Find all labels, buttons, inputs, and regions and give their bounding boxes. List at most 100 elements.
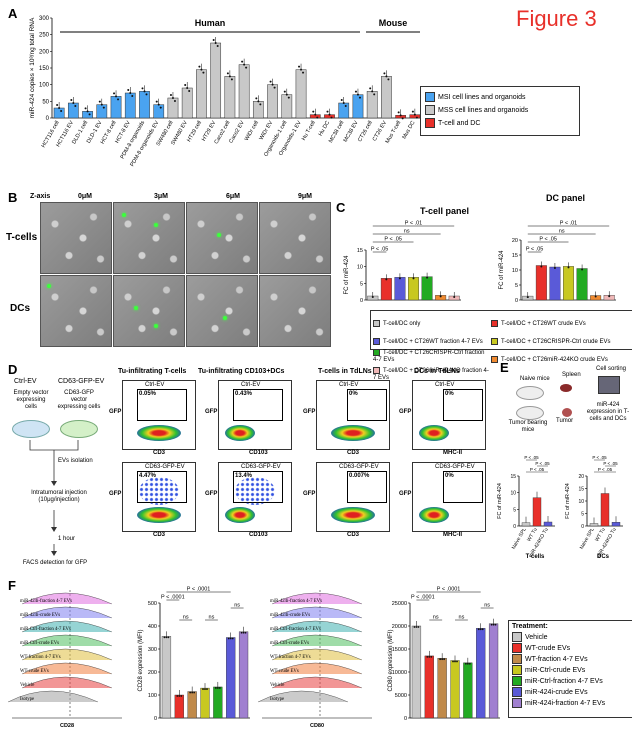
y-tick-label: 20 [512, 238, 518, 244]
facs-gfp-positive-scatter [235, 477, 275, 505]
e-spleen: Spleen [562, 372, 581, 378]
facs-percentage: 0.007% [349, 473, 370, 479]
sig-label: ns [484, 603, 490, 609]
sig-label: P < .05 [598, 467, 613, 472]
data-point [456, 660, 458, 663]
legend-f-label: WT-crude EVs [525, 644, 571, 652]
sig-label: P < .0001 [161, 595, 185, 601]
legend-f-label: miR-Ctrl-fraction 4-7 EVs [525, 677, 603, 685]
mouse-naive-icon [516, 386, 544, 400]
hist-label: WT-fraction 4-7 EVs [270, 655, 311, 660]
legend-c-swatch [373, 348, 380, 356]
facs-plot-r0-c2: Ctrl-EV 0% CD3 GFP [303, 380, 390, 456]
data-point [273, 86, 276, 89]
facs-x-axis-label: CD3 [153, 450, 166, 456]
data-point [216, 45, 219, 47]
bar-caco2-ev [238, 64, 250, 119]
facs-plot-r1-c0: CD63-GFP-EV 4.47% CD3 GFP [109, 462, 196, 538]
hist-label: miR-424i-crude EVs [20, 613, 60, 618]
facs-plot-r1-c3: CD63-GFP-EV 0% MHC-II GFP [399, 462, 486, 538]
facs-gate [137, 389, 187, 421]
data-point [526, 296, 529, 299]
facs-gfp-positive-scatter [139, 477, 179, 505]
cd28-bar-4 [213, 686, 223, 719]
facs-y-axis-label: GFP [109, 409, 122, 415]
data-point [259, 103, 262, 106]
y-tick-label: 200 [148, 670, 157, 676]
data-point [316, 116, 319, 119]
x-tick-label: Hu T-cell [301, 120, 317, 142]
data-point [202, 71, 205, 74]
d-col-title-0: Tu-infiltrating T-cells [118, 368, 187, 375]
data-point [373, 93, 376, 96]
data-point [452, 660, 454, 663]
d-ctrl-ev-title: Ctrl-EV [14, 378, 37, 385]
y-tick-label: 0 [513, 524, 516, 530]
d-col-title-3: DCs in TdLNs [414, 368, 460, 375]
bar-sw480-ev [181, 87, 193, 119]
facs-population [225, 507, 255, 523]
bar-pdm-8-organoids-ev [153, 104, 165, 119]
bar-hct116-cell [53, 107, 65, 119]
cd80-bar-5 [476, 628, 486, 719]
figure-title: Figure 3 [516, 6, 597, 31]
data-point [553, 267, 556, 269]
y-axis-title: CD28 expression (MFI) [138, 629, 144, 691]
panel-f-legend: Treatment: Vehicle WT-crude EVs WT-fractio… [508, 620, 632, 718]
legend-mss-label: MSS cell lines and organoids [438, 106, 529, 114]
tcell-bar-2 [394, 277, 406, 301]
tcell-bar-5 [435, 295, 447, 301]
y-tick-label: 0 [404, 716, 407, 722]
panel-a-legend: MSI cell lines and organoids MSS cell li… [420, 86, 580, 136]
y-axis-title: FC of miR-424 [497, 483, 503, 519]
group-label: T-cells [526, 554, 545, 560]
y-tick-label: 50 [42, 99, 49, 105]
cd28-bar-2 [187, 691, 197, 719]
y-tick-label: 20 [578, 474, 584, 480]
e-tcell-bar-2 [543, 521, 553, 527]
cd28-hist-7 [7, 690, 99, 703]
hist-label: miR-424i-crude EVs [270, 613, 310, 618]
bar-widr-ev [267, 84, 278, 119]
panel-b-label: B [8, 190, 18, 205]
sig-label: ns [209, 615, 215, 621]
data-point [102, 106, 105, 109]
y-tick-label: 100 [39, 83, 50, 89]
data-point [354, 90, 357, 93]
legend-f-swatch [512, 643, 522, 653]
cd28-bar-0 [161, 636, 172, 719]
legend-f-item-3: miR-Ctrl-crude EVs [512, 665, 630, 675]
legend-c-swatch [491, 319, 498, 327]
sig-label: ns [459, 615, 465, 621]
data-point [212, 39, 215, 41]
sig-label: P < .05 [539, 237, 556, 243]
data-point [226, 72, 229, 75]
legend-f-item-0: Vehicle [512, 632, 630, 642]
facs-percentage: 4.47% [139, 473, 157, 479]
facs-row-title: CD63-GFP-EV [435, 464, 475, 470]
data-point [342, 102, 345, 104]
hist-label: Vehicle [270, 683, 284, 688]
facs-gate [233, 389, 283, 421]
data-point [371, 296, 374, 298]
data-point [328, 113, 331, 116]
legend-f-label: miR-Ctrl-crude EVs [525, 666, 586, 674]
legend-f-item-4: miR-Ctrl-fraction 4-7 EVs [512, 676, 630, 686]
legend-tdc-label: T-cell and DC [438, 119, 481, 127]
y-tick-label: 300 [148, 647, 157, 653]
data-point [244, 631, 247, 634]
sig-label: ns [559, 229, 565, 235]
facs-population [331, 425, 375, 441]
row-label-dcs: DCs [10, 303, 31, 314]
dc-bar-6 [603, 294, 615, 301]
legend-c-label: T-cell/DC only [383, 321, 421, 327]
y-tick-label: 0 [46, 116, 50, 122]
data-point [218, 687, 221, 689]
data-point [300, 68, 303, 71]
micro-tcell-9 [259, 202, 331, 274]
hist-label: miR-Ctrl-fraction 4-7 EVs [20, 627, 71, 632]
data-point [165, 636, 168, 639]
data-point [255, 97, 258, 100]
sig-label: ns [433, 615, 439, 621]
e-tcell-bar-0 [521, 522, 531, 527]
